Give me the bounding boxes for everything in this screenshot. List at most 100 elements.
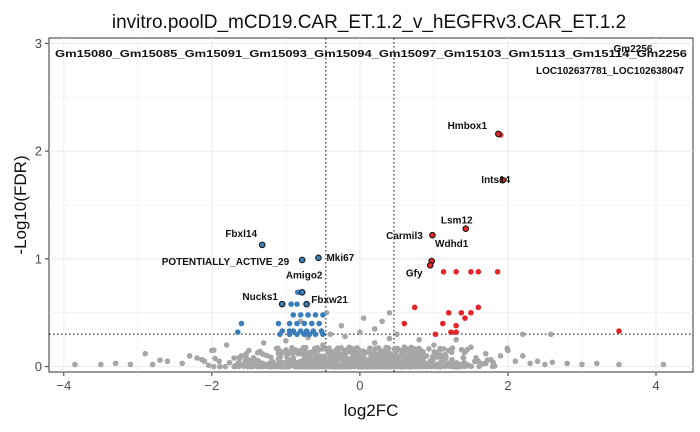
data-point-ns — [226, 359, 233, 366]
data-point-up — [453, 322, 459, 329]
y-tick-label: 1 — [35, 251, 42, 266]
data-point-ns — [334, 353, 341, 359]
data-point-ns — [457, 363, 463, 369]
data-point-ns — [320, 342, 326, 348]
data-point-ns — [422, 360, 429, 367]
data-point-ns — [370, 358, 377, 365]
data-point-down — [316, 320, 322, 327]
data-point-ns — [368, 350, 374, 357]
data-point-ns — [431, 342, 437, 348]
data-point-ns — [431, 363, 438, 370]
data-point-down — [301, 331, 308, 338]
data-point-ns — [338, 322, 345, 329]
x-tick-label: 4 — [652, 378, 659, 393]
data-point-ns — [397, 358, 404, 365]
data-point-down — [288, 301, 294, 307]
data-point-labeled — [429, 231, 436, 239]
data-point-down — [286, 331, 293, 338]
data-point-ns — [222, 363, 229, 370]
data-point-ns — [254, 349, 261, 356]
data-point-down — [238, 320, 245, 327]
data-point-down — [286, 320, 293, 327]
x-axis-title: log2FC — [344, 401, 399, 420]
data-point-ns — [388, 358, 395, 365]
data-point-ns — [505, 347, 511, 354]
data-point-ns — [394, 331, 400, 338]
data-point-ns — [342, 333, 348, 340]
data-point-ns — [194, 355, 200, 361]
data-point-up — [411, 304, 418, 311]
data-point-ns — [72, 361, 78, 368]
data-point-up — [494, 269, 501, 275]
data-point-ns — [400, 349, 407, 355]
x-tick-label: 0 — [356, 378, 363, 393]
data-point-ns — [413, 360, 420, 367]
data-point-ns — [246, 347, 252, 354]
data-point-labeled — [499, 176, 507, 184]
data-point-ns — [283, 347, 289, 353]
data-point-down — [294, 301, 300, 307]
data-point-ns — [416, 336, 422, 343]
x-tick-label: −2 — [204, 378, 219, 393]
point-labels: Hmbox1 Ints14 Lsm12 Carmil3 Wdhd1 Gfy Fbxl14 Mk… — [162, 121, 511, 308]
data-point-up — [401, 320, 408, 327]
data-point-ns — [542, 361, 548, 368]
data-point-ns — [327, 354, 333, 361]
data-point-ns — [479, 360, 486, 367]
data-point-down — [297, 312, 304, 318]
data-point-ns — [249, 363, 256, 370]
point-label: Hmbox1 — [448, 121, 488, 132]
data-point-down — [275, 320, 282, 327]
point-label: Gfy — [406, 268, 423, 279]
data-point-ns — [383, 355, 390, 362]
data-point-ns — [321, 355, 328, 362]
data-point-ns — [312, 355, 319, 361]
data-point-down — [301, 320, 308, 327]
data-point-down — [290, 312, 297, 318]
data-point-up — [448, 329, 454, 335]
data-point-ns — [378, 348, 385, 354]
data-point-down — [277, 331, 283, 338]
data-point-ns — [447, 360, 453, 367]
data-point-ns — [616, 361, 622, 368]
data-point-ns — [423, 353, 430, 359]
data-point-ns — [275, 345, 281, 351]
data-point-ns — [201, 358, 208, 365]
data-point-ns — [306, 363, 313, 370]
data-point-ns — [356, 359, 363, 365]
data-point-ns — [371, 326, 378, 332]
data-point-ns — [482, 350, 489, 357]
data-point-ns — [415, 345, 422, 352]
data-point-ns — [458, 346, 465, 353]
data-point-ns — [231, 363, 238, 370]
data-point-down — [294, 289, 301, 296]
data-point-ns — [442, 352, 449, 358]
data-point-ns — [408, 363, 414, 370]
data-point-ns — [296, 361, 302, 368]
data-point-ns — [660, 361, 667, 368]
point-label: Amigo2 — [286, 270, 323, 281]
data-point-ns — [395, 363, 402, 370]
data-point-ns — [142, 350, 149, 357]
data-point-ns — [420, 348, 426, 355]
data-point-ns — [360, 315, 367, 321]
data-point-ns — [260, 340, 267, 346]
data-point-ns — [383, 344, 389, 351]
top-right-label: Gm2256 — [614, 44, 653, 55]
data-point-up — [475, 304, 482, 311]
point-label: Carmil3 — [386, 231, 423, 242]
data-point-up — [432, 331, 439, 338]
y-tick-label: 2 — [35, 144, 42, 159]
data-point-ns — [475, 358, 482, 365]
data-point-down — [308, 320, 315, 327]
y-axis-ticks: 0 1 2 3 — [35, 36, 49, 374]
data-point-ns — [291, 348, 297, 355]
data-point-ns — [593, 360, 600, 367]
data-point-ns — [445, 347, 452, 354]
data-point-ns — [242, 357, 249, 364]
data-point-ns — [283, 337, 289, 344]
data-point-up — [453, 269, 459, 275]
data-point-ns — [368, 363, 375, 369]
data-point-ns — [312, 345, 318, 352]
data-point-down — [294, 331, 300, 338]
